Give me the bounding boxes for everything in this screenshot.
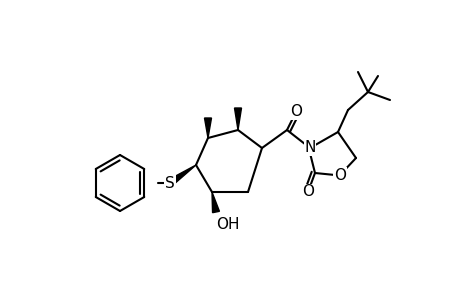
Polygon shape [168,165,196,186]
Polygon shape [234,108,241,130]
Text: S: S [165,176,174,190]
Text: N: N [304,140,315,155]
Polygon shape [204,118,211,138]
Text: O: O [333,167,345,182]
Polygon shape [212,192,219,213]
Text: OH: OH [216,218,239,232]
Text: O: O [289,104,302,119]
Text: O: O [302,184,313,200]
